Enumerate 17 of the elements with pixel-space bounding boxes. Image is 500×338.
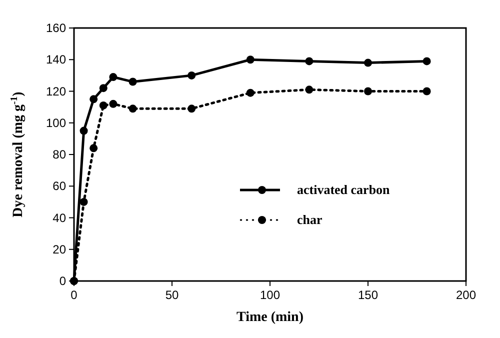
y-tick-label: 20 [52, 242, 66, 256]
y-tick-label: 140 [46, 52, 66, 67]
x-tick-label: 0 [70, 288, 78, 302]
legend-label: activated carbon [297, 182, 391, 197]
y-tick-label: 0 [59, 274, 66, 288]
y-tick-label: 60 [52, 179, 66, 194]
y-tick-label: 80 [52, 148, 66, 162]
y-tick-label: 40 [52, 210, 66, 225]
x-tick-label: 200 [456, 288, 476, 302]
x-tick-label: 100 [260, 288, 280, 302]
y-tick-label: 120 [46, 84, 66, 98]
x-tick-label: 150 [358, 288, 378, 302]
x-tick-label: 50 [165, 288, 179, 302]
y-tick-label: 160 [46, 21, 66, 35]
x-axis-title: Time (min) [236, 310, 304, 325]
legend-label: char [297, 212, 322, 227]
y-tick-label: 100 [46, 116, 66, 130]
